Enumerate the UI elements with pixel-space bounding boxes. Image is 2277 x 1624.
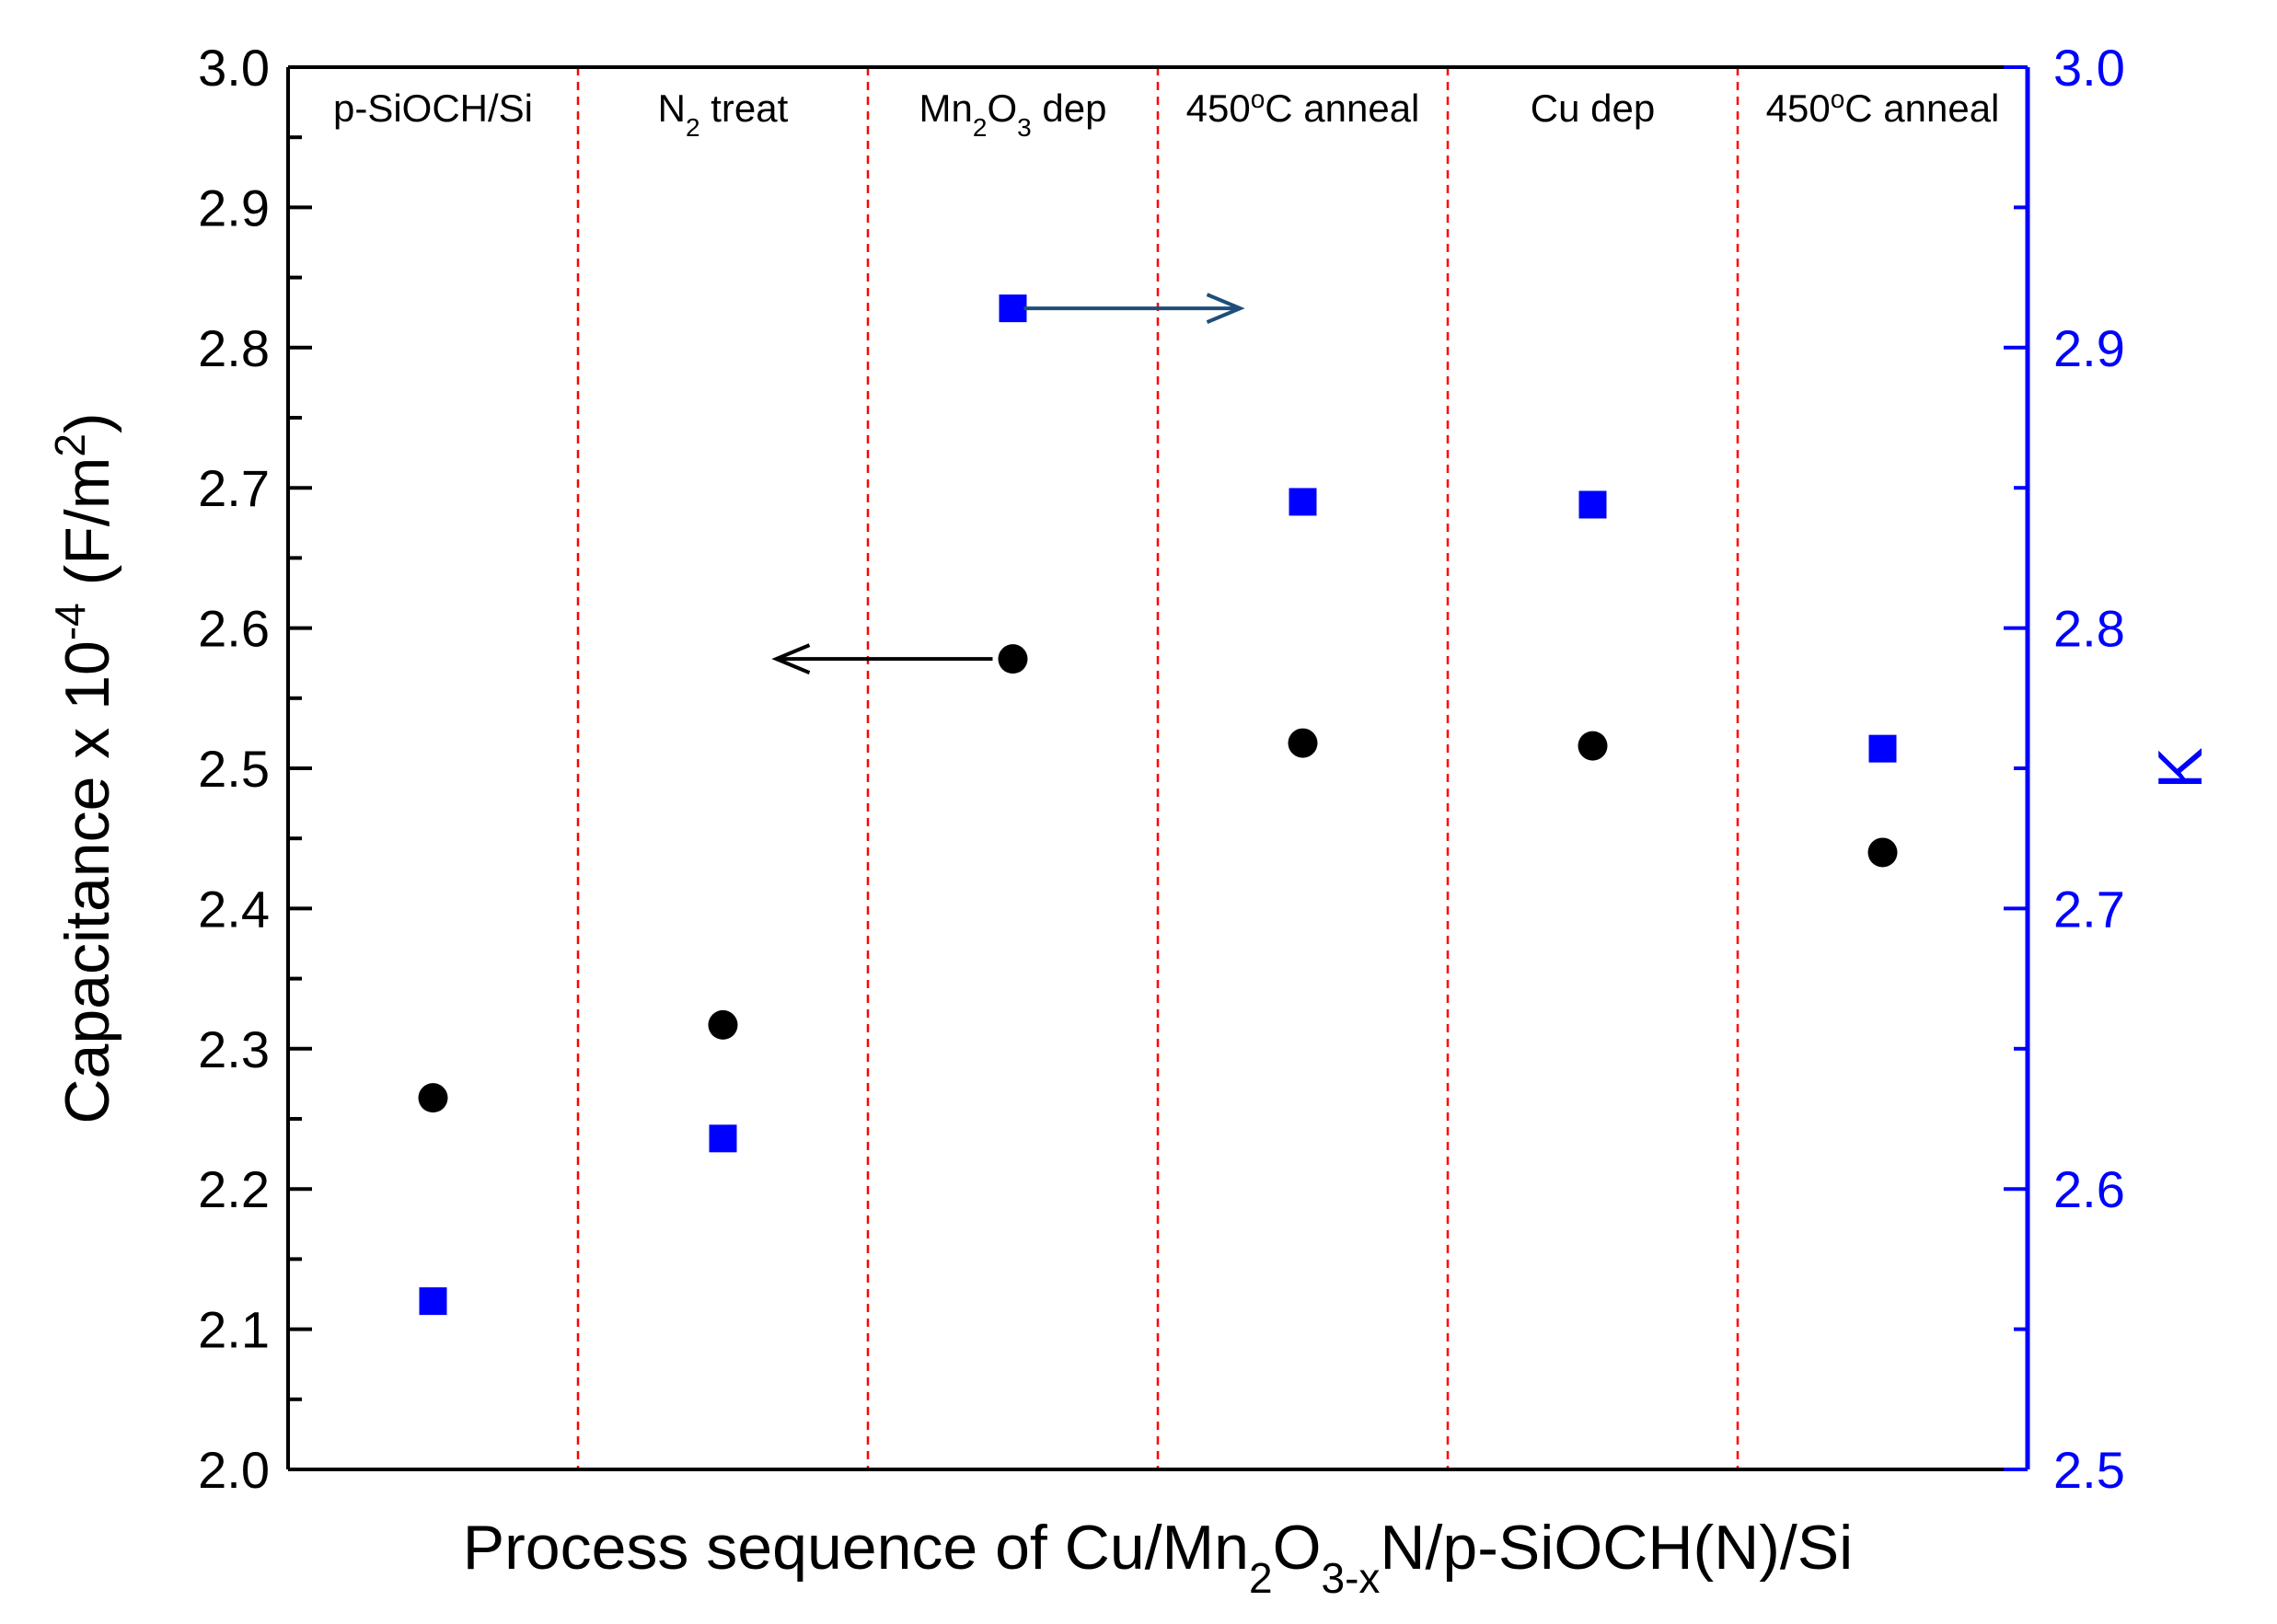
stage-label: Mn2O3 dep	[919, 86, 1107, 142]
annotations	[771, 293, 1245, 674]
right-tick-label: 2.6	[2053, 1160, 2125, 1218]
square-point	[1289, 488, 1317, 516]
left-tick-label: 2.3	[198, 1020, 270, 1078]
square-point	[1868, 734, 1897, 763]
circle-point	[708, 1009, 738, 1040]
circle-point	[1867, 837, 1898, 868]
y-axis-title: Capacitance x 10-4 (F/m2)	[46, 412, 122, 1123]
left-tick-label: 2.0	[198, 1441, 270, 1499]
left-tick-label: 2.1	[198, 1301, 270, 1359]
left-tick-label: 2.5	[198, 740, 270, 798]
right-tick-label: 2.9	[2053, 319, 2125, 377]
data-marks	[418, 294, 1898, 1316]
left-tick-label: 2.9	[198, 179, 270, 236]
left-tick-label: 2.6	[198, 600, 270, 658]
annotation-arrow-head	[771, 643, 811, 674]
circle-point	[418, 1083, 448, 1113]
right-tick-label: 2.8	[2053, 600, 2125, 658]
square-point	[419, 1287, 447, 1316]
x-axis-title: Process sequence of Cu/Mn2O3-xN/p-SiOCH(…	[463, 1513, 1853, 1602]
left-tick-label: 2.8	[198, 319, 270, 377]
tick-labels: 2.0 2.1 2.2 2.3 2.4 2.5 2.6 2.7 2.8 2.9 3.0 2.5 2.6 2…	[198, 39, 2125, 1499]
stage-label: Cu dep	[1531, 86, 1655, 130]
stage-labels: p-SiOCH/Si N2 treat Mn2O3 dep 450oC anneal C…	[333, 85, 1999, 142]
left-tick-label: 2.7	[198, 459, 270, 517]
circle-point	[1578, 731, 1608, 761]
axis-titles: Process sequence of Cu/Mn2O3-xN/p-SiOCH(…	[46, 412, 2215, 1602]
right-tick-label: 2.5	[2053, 1441, 2125, 1499]
y2-axis-title: K	[2145, 747, 2215, 789]
stage-label: p-SiOCH/Si	[333, 86, 533, 130]
stage-separators	[576, 67, 1740, 1469]
square-point	[709, 1124, 737, 1153]
left-tick-label: 3.0	[198, 39, 270, 97]
stage-label: 450oC anneal	[1186, 85, 1420, 131]
right-tick-label: 3.0	[2053, 39, 2125, 97]
left-tick-label: 2.2	[198, 1160, 270, 1218]
square-point	[999, 294, 1027, 323]
left-tick-label: 2.4	[198, 880, 270, 938]
circle-point	[998, 644, 1028, 674]
right-tick-label: 2.7	[2053, 880, 2125, 938]
square-point	[1578, 490, 1607, 519]
stage-label: 450oC anneal	[1766, 85, 2000, 131]
circle-point	[1288, 728, 1318, 758]
annotation-arrow-head	[1206, 293, 1245, 324]
tick-marks	[288, 65, 2028, 1471]
stage-label: N2 treat	[658, 86, 789, 142]
